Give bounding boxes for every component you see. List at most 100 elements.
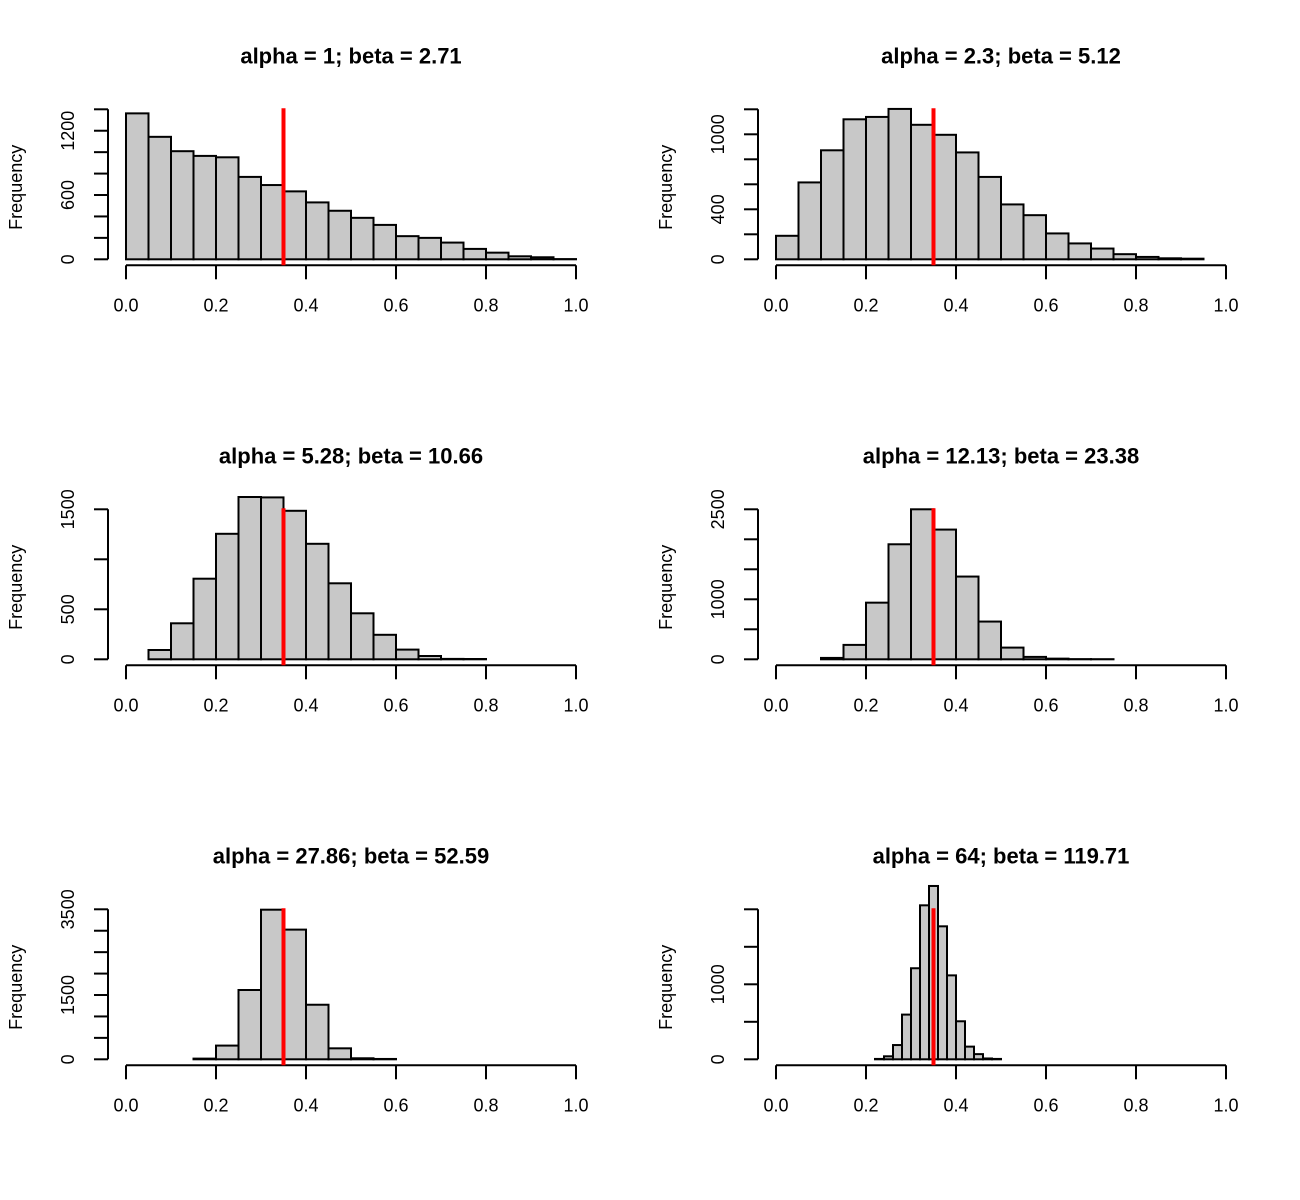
- y-tick-label: 0: [58, 254, 78, 264]
- x-tick-label: 0.6: [1033, 695, 1058, 715]
- histogram-bar: [237, 496, 262, 661]
- histogram-bar: [1022, 655, 1047, 661]
- histogram-bar: [1135, 255, 1160, 261]
- x-tick-label: 0.6: [1033, 1095, 1058, 1115]
- y-tick-label: 1500: [58, 489, 78, 529]
- x-tick-label: 0.6: [383, 1095, 408, 1115]
- histogram-bar: [1000, 646, 1025, 661]
- histogram-bar: [919, 904, 930, 1061]
- histogram-panel-4: alpha = 12.13; beta = 23.38 0 1000 2500 Freq…: [656, 443, 1239, 715]
- y-axis-label: Frequency: [656, 145, 676, 230]
- y-axis-label: Frequency: [656, 945, 676, 1030]
- histogram-bar: [282, 190, 307, 261]
- x-tick-label: 0.0: [763, 295, 788, 315]
- histogram-panel-6: alpha = 64; beta = 119.71 0 1000 Frequency 0…: [656, 843, 1239, 1115]
- histogram-bar: [372, 223, 397, 261]
- panel-title: alpha = 64; beta = 119.71: [873, 843, 1130, 868]
- x-tick-label: 0.4: [943, 1095, 968, 1115]
- x-tick-label: 0.0: [113, 1095, 138, 1115]
- histogram-bar: [530, 256, 555, 261]
- histogram-bar: [215, 156, 240, 261]
- histogram-bar: [964, 1045, 975, 1061]
- histogram-bar: [910, 123, 935, 261]
- x-tick-label: 1.0: [1213, 695, 1238, 715]
- histogram-panel-3: alpha = 5.28; beta = 10.66 0 500 1500 Freque…: [6, 443, 589, 715]
- histogram-bar: [170, 622, 195, 661]
- x-tick-label: 0.4: [293, 695, 318, 715]
- histogram-bar: [260, 908, 285, 1061]
- x-tick-label: 1.0: [1213, 295, 1238, 315]
- histogram-bar: [932, 528, 957, 661]
- y-tick-label: 500: [58, 594, 78, 624]
- histogram-bar: [1180, 257, 1205, 261]
- histogram-panel-1: alpha = 1; beta = 2.71 0 600 1200 Frequency 0…: [6, 43, 589, 315]
- histogram-bar: [775, 234, 800, 261]
- histogram-bar: [440, 241, 465, 261]
- histogram-bar: [865, 601, 890, 661]
- histogram-bar: [282, 928, 307, 1061]
- panel-title: alpha = 12.13; beta = 23.38: [863, 443, 1139, 468]
- x-tick-label: 0.8: [1123, 295, 1148, 315]
- y-tick-label: 1000: [708, 579, 728, 619]
- y-tick-label: 600: [58, 180, 78, 210]
- x-tick-label: 0.0: [113, 695, 138, 715]
- histogram-bar: [507, 255, 532, 261]
- x-tick-label: 0.4: [943, 695, 968, 715]
- histogram-bar: [147, 135, 172, 261]
- x-tick-label: 0.8: [1123, 1095, 1148, 1115]
- histogram-bar: [820, 656, 845, 661]
- x-tick-label: 0.8: [473, 1095, 498, 1115]
- x-tick-label: 0.2: [203, 1095, 228, 1115]
- histogram-bar: [797, 181, 822, 261]
- histogram-bar: [982, 1057, 993, 1061]
- y-tick-label: 0: [708, 1054, 728, 1064]
- y-tick-label: 1200: [58, 111, 78, 151]
- histogram-bar: [305, 1003, 330, 1061]
- histogram-bar: [417, 236, 442, 261]
- histogram-bar: [946, 974, 957, 1061]
- y-axis-label: Frequency: [656, 545, 676, 630]
- histogram-bar: [305, 201, 330, 261]
- histogram-bar: [955, 575, 980, 661]
- x-tick-label: 0.8: [1123, 695, 1148, 715]
- x-tick-label: 0.2: [853, 1095, 878, 1115]
- x-tick-label: 0.4: [293, 295, 318, 315]
- histogram-bar: [192, 577, 217, 661]
- histogram-bar: [395, 648, 420, 661]
- histogram-bar: [1157, 257, 1182, 261]
- y-tick-label: 1000: [708, 964, 728, 1004]
- histogram-bar: [842, 118, 867, 261]
- x-tick-label: 0.0: [113, 295, 138, 315]
- x-tick-label: 1.0: [1213, 1095, 1238, 1115]
- histogram-bar: [1022, 214, 1047, 261]
- histogram-bar: [260, 184, 285, 261]
- histogram-panel-2: alpha = 2.3; beta = 5.12 0 400 1000 Frequenc…: [656, 43, 1239, 315]
- x-tick-label: 0.6: [383, 295, 408, 315]
- y-tick-label: 1500: [58, 975, 78, 1015]
- histogram-bar: [305, 542, 330, 661]
- histogram-bar: [282, 509, 307, 661]
- histogram-bar: [842, 643, 867, 661]
- histogram-bar: [1090, 247, 1115, 261]
- x-tick-label: 1.0: [563, 695, 588, 715]
- histogram-bar: [1067, 242, 1092, 261]
- x-tick-label: 0.2: [203, 695, 228, 715]
- histogram-bar: [977, 175, 1002, 261]
- y-tick-label: 0: [708, 654, 728, 664]
- histogram-bar: [215, 532, 240, 661]
- histogram-bar: [910, 508, 935, 661]
- x-tick-label: 0.2: [203, 295, 228, 315]
- histogram-bar: [955, 151, 980, 261]
- x-tick-label: 0.6: [1033, 295, 1058, 315]
- histogram-bar: [395, 235, 420, 261]
- y-tick-label: 1000: [708, 114, 728, 154]
- histogram-bar: [327, 209, 352, 261]
- x-tick-label: 1.0: [563, 1095, 588, 1115]
- histogram-bar: [883, 1055, 894, 1061]
- y-axis-label: Frequency: [6, 145, 26, 230]
- x-tick-label: 0.8: [473, 695, 498, 715]
- histogram-bar: [820, 149, 845, 261]
- histogram-bar: [417, 655, 442, 661]
- x-tick-label: 0.8: [473, 295, 498, 315]
- y-tick-label: 400: [708, 194, 728, 224]
